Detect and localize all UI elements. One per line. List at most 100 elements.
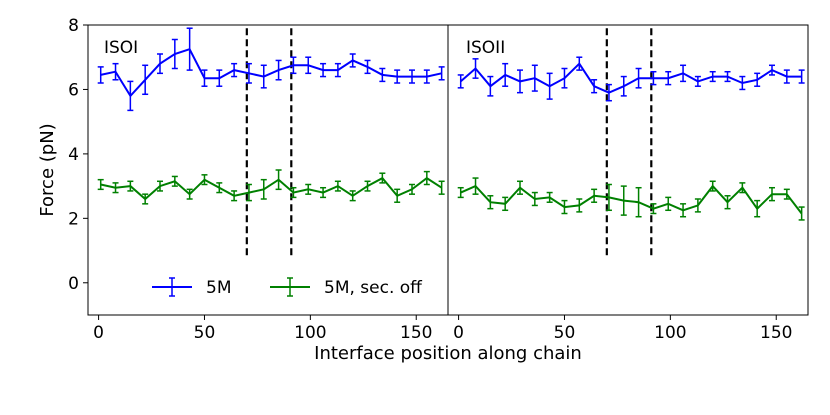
- isoi-series-5m-point: [127, 80, 134, 112]
- isoii-panel-label: ISOII: [466, 38, 505, 58]
- isoi-series-5m-sec-off-point: [216, 182, 223, 194]
- isoi-series-5m-sec-off-point: [97, 178, 104, 191]
- isoii-series-5m-sec-off-point: [472, 177, 479, 195]
- isoi-series-5m-sec-off-point: [290, 186, 297, 199]
- isoi-x-tick-label: 50: [194, 323, 216, 343]
- isoii-series-5m-sec-off-point: [769, 186, 775, 202]
- isoii-series-5m-point: [502, 62, 509, 87]
- isoi-series-5m-sec-off-point: [142, 193, 149, 205]
- isoii-x-tick-label: 0: [453, 323, 464, 343]
- isoi-frame: [87, 24, 449, 316]
- isoii-x-tick-label: 50: [554, 323, 576, 343]
- isoii-series-5m-sec-off-point: [635, 186, 642, 218]
- y-axis-label: Force (pN): [37, 123, 58, 216]
- isoi-series-5m-point: [171, 38, 178, 70]
- isoii-series-5m-point: [754, 72, 761, 87]
- isoii-series-5m-sec-off-point: [502, 196, 509, 212]
- isoi-series-5m-point: [409, 69, 415, 84]
- isoi-y-tick-label: 0: [68, 274, 79, 294]
- isoi-x-tick-label: 100: [294, 323, 326, 343]
- isoi-series-5m-sec-off-point: [409, 183, 415, 195]
- isoii-series-5m-sec-off-point: [680, 203, 687, 218]
- isoi-series-5m-sec-off-point: [305, 183, 312, 195]
- isoi-y-tick-label: 4: [68, 145, 79, 165]
- isoi-series-5m-sec-off-point: [201, 174, 208, 186]
- isoii-series-5m-point: [709, 70, 716, 83]
- isoii-series-5m-point: [783, 69, 790, 84]
- isoii-series-5m-point: [680, 64, 687, 83]
- isoii-series-5m-point: [769, 64, 775, 76]
- isoii-series-5m-sec-off-point: [576, 198, 583, 213]
- isoi-x-tick-label: 0: [93, 323, 104, 343]
- isoii-series-5m-sec-off-point: [709, 180, 716, 192]
- isoi-series-5m-point: [275, 59, 282, 81]
- legend-entry-5m: 5M: [152, 277, 231, 298]
- isoi-series-5m-point: [423, 69, 430, 84]
- isoi-series-5m-sec-off-point: [171, 175, 178, 187]
- isoii-series-5m-point: [694, 75, 701, 87]
- isoi-series-5m-point: [290, 56, 297, 75]
- isoi-series-5m-sec-off-point: [379, 172, 386, 184]
- isoii-series-5m-sec-off-point: [650, 203, 657, 215]
- isoi-series-5m-point: [201, 69, 208, 87]
- isoii-series-5m-point: [798, 69, 805, 84]
- isoii-series-5m-sec-off-point: [754, 199, 761, 218]
- isoi-panel-label: ISOI: [104, 38, 138, 58]
- isoi-series-5m-sec-off-point: [245, 183, 252, 202]
- isoii-series-5m-point: [487, 75, 494, 97]
- isoi-series-5m-point: [260, 64, 267, 89]
- isoii-series-5m-point: [665, 70, 672, 86]
- isoi-series-5m-point: [379, 67, 386, 83]
- isoii-series-5m-point: [605, 83, 612, 102]
- isoi-series-5m-sec-off-point: [364, 180, 371, 192]
- isoi-y-tick-label: 2: [68, 209, 79, 229]
- isoii-series-5m-line: [460, 62, 802, 94]
- isoi-series-5m-sec-off-point: [260, 178, 267, 200]
- isoi-series-5m-sec-off-point: [349, 190, 356, 202]
- isoi-series-5m-point: [320, 62, 327, 78]
- isoi-series-5m-point: [112, 62, 119, 81]
- isoi-series-5m-point: [245, 62, 252, 84]
- isoi-series-5m-sec-off-point: [423, 170, 430, 186]
- x-axis-label: Interface position along chain: [314, 343, 582, 364]
- isoi-series-5m-point: [438, 66, 445, 81]
- legend-entry-5m-label: 5M: [206, 278, 231, 298]
- isoii-series-5m-point: [561, 67, 568, 89]
- isoii-series-5m-point: [635, 67, 642, 89]
- isoii-series-5m-sec-off-point: [605, 183, 612, 212]
- isoii-series-5m-sec-off-point: [561, 199, 568, 215]
- isoi-series-5m-point: [216, 69, 223, 87]
- isoi-series-5m-sec-off-point: [112, 182, 119, 194]
- isoi-series-5m-sec-off-point: [127, 180, 134, 192]
- isoi-panel: 0 50 100 150 0 2 4 6 8 ISOI: [68, 16, 449, 343]
- isoii-series-5m-sec-off-point: [694, 198, 701, 213]
- isoi-series-5m-sec-off-point: [438, 180, 445, 195]
- isoii-series-5m-sec-off-point: [457, 186, 464, 199]
- isoii-series-5m-sec-off-point: [591, 188, 598, 203]
- legend-entry-5m-sec-off-label: 5M, sec. off: [324, 278, 423, 298]
- isoi-series-5m-point: [157, 53, 163, 75]
- isoii-series-5m-sec-off-line: [460, 184, 803, 215]
- isoi-y-tick-label: 6: [68, 80, 79, 100]
- isoii-series-5m-sec-off-point: [531, 191, 538, 207]
- isoii-series-5m-point: [724, 70, 731, 83]
- isoii-series-5m-sec-off-point: [798, 206, 805, 221]
- isoii-series-5m-point: [457, 74, 464, 89]
- isoi-series-5m-sec-off-point: [394, 188, 401, 203]
- legend: 5M 5M, sec. off: [152, 277, 423, 298]
- isoii-series-5m-point: [576, 56, 583, 71]
- isoii-series-5m-point: [531, 64, 538, 92]
- isoii-x-tick-label: 100: [654, 323, 686, 343]
- isoii-series-5m-sec-off-point: [724, 195, 731, 210]
- isoi-series-5m-point: [186, 27, 193, 71]
- isoii-series-5m-point: [739, 75, 746, 91]
- isoi-series-5m-point: [364, 59, 371, 75]
- isoii-series-5m-point: [472, 58, 479, 79]
- isoi-x-tick-label: 150: [400, 323, 432, 343]
- isoii-series-5m-sec-off-point: [739, 182, 746, 194]
- legend-entry-5m-sec-off: 5M, sec. off: [270, 277, 423, 298]
- isoi-series-5m-line: [100, 47, 442, 98]
- isoi-series-5m-point: [394, 69, 401, 84]
- isoi-series-5m-sec-off-point: [320, 186, 327, 199]
- isoi-series-5m-sec-off-point: [334, 180, 341, 192]
